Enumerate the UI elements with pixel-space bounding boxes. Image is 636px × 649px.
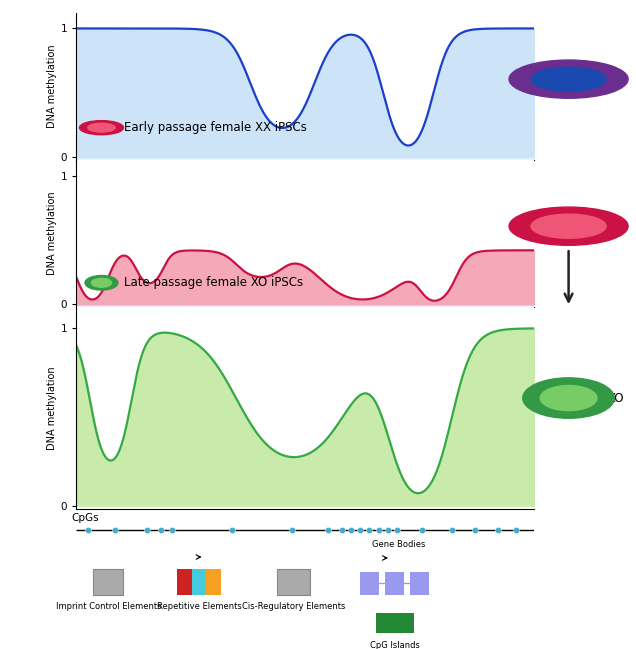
FancyBboxPatch shape [385,572,404,594]
Circle shape [531,214,606,238]
Circle shape [80,121,123,135]
Text: Repetitive Elements: Repetitive Elements [156,602,242,611]
Text: Gene Bodies: Gene Bodies [373,540,426,549]
FancyBboxPatch shape [277,569,310,594]
FancyBboxPatch shape [206,569,221,594]
Text: CpGs: CpGs [72,513,99,522]
Circle shape [92,278,111,288]
FancyBboxPatch shape [177,569,191,594]
FancyBboxPatch shape [360,572,380,594]
FancyBboxPatch shape [191,569,206,594]
Text: Cis-Regulatory Elements: Cis-Regulatory Elements [242,602,345,611]
Text: XY: XY [610,73,625,86]
Circle shape [531,67,606,92]
FancyBboxPatch shape [410,572,429,594]
Text: Early passage female XX iPSCs: Early passage female XX iPSCs [125,121,307,134]
Circle shape [509,207,628,245]
Circle shape [509,60,628,98]
Circle shape [540,386,597,411]
Circle shape [88,123,115,132]
FancyBboxPatch shape [377,613,414,633]
Circle shape [85,276,118,290]
Y-axis label: DNA methylation: DNA methylation [46,191,57,275]
Y-axis label: DNA methylation: DNA methylation [46,366,57,450]
Text: XX: XX [610,220,626,233]
Text: CpG Islands: CpG Islands [370,641,420,649]
Text: XO: XO [607,391,624,404]
Text: Imprint Control Elements: Imprint Control Elements [55,602,161,611]
Circle shape [523,378,614,418]
FancyBboxPatch shape [93,569,123,594]
Y-axis label: DNA methylation: DNA methylation [46,45,57,129]
Text: Late passage female XO iPSCs: Late passage female XO iPSCs [125,276,303,289]
